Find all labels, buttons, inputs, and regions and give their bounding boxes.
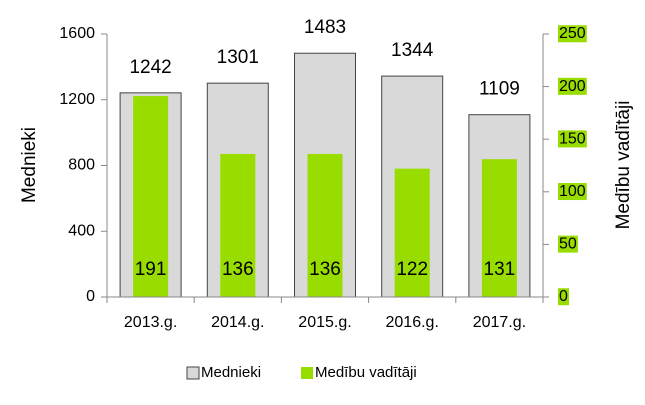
data-label: 191	[135, 259, 167, 280]
y-tick-label: 400	[68, 222, 95, 239]
legend-label: Medību vadītāji	[315, 364, 417, 381]
data-label: 131	[484, 259, 516, 280]
tick-highlight	[558, 77, 587, 95]
x-tick-label: 2017.g.	[473, 314, 526, 331]
data-label: 136	[309, 259, 341, 280]
legend-swatch	[301, 367, 313, 379]
data-label: 136	[222, 259, 254, 280]
y-tick-label: 1200	[59, 91, 95, 108]
bar	[481, 159, 517, 297]
legend-label: Mednieki	[201, 364, 261, 381]
tick-highlight	[558, 130, 587, 148]
x-tick-label: 2015.g.	[298, 314, 351, 331]
bar	[394, 168, 430, 297]
x-tick-label: 2016.g.	[386, 314, 439, 331]
y2-tick-label: 250	[559, 25, 586, 42]
legend-swatch	[186, 366, 200, 380]
data-label: 1242	[129, 57, 171, 78]
y2-axis-title: Medību vadītāji	[613, 101, 634, 230]
y2-tick-label: 50	[559, 236, 577, 253]
y2-tick-label: 0	[559, 288, 568, 305]
data-label: 122	[396, 259, 428, 280]
x-tick-label: 2013.g.	[124, 314, 177, 331]
tick-highlight	[558, 288, 569, 306]
y-tick-label: 1600	[59, 25, 95, 42]
tick-highlight	[558, 25, 587, 43]
data-label: 1301	[217, 47, 259, 68]
y-tick-label: 800	[68, 157, 95, 174]
data-label: 1483	[304, 17, 346, 38]
tick-highlight	[558, 235, 578, 253]
x-tick-label: 2014.g.	[211, 314, 264, 331]
y2-tick-label: 150	[559, 130, 586, 147]
data-label: 1109	[479, 79, 520, 100]
y-tick-label: 0	[86, 288, 95, 305]
data-label: 1344	[391, 40, 434, 61]
bar	[220, 153, 256, 297]
bar	[133, 96, 169, 298]
tick-highlight	[558, 183, 587, 201]
y-axis-title: Mednieki	[19, 127, 40, 203]
y2-tick-label: 100	[559, 183, 586, 200]
bar	[307, 153, 343, 297]
y2-tick-label: 200	[559, 78, 586, 95]
